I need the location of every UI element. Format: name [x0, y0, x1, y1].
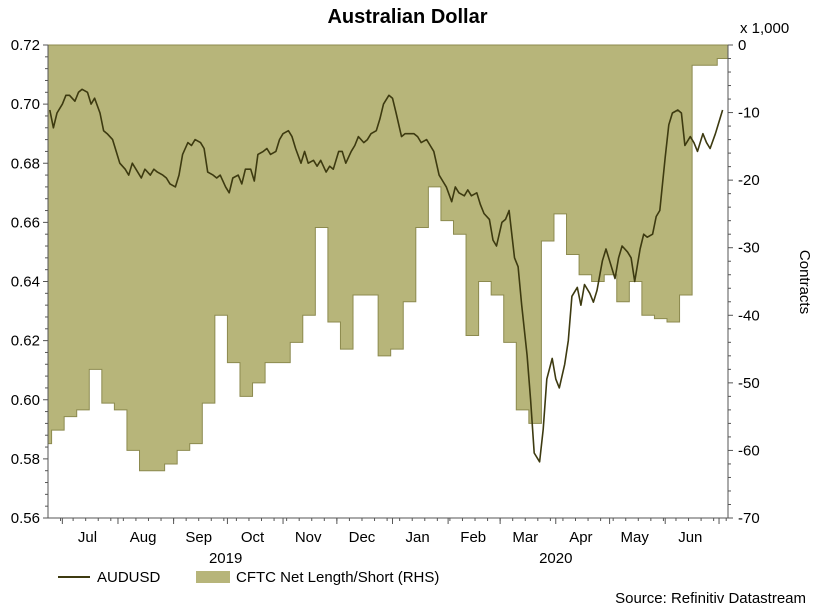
line-layer — [49, 88, 724, 463]
left-tick-label: 0.58 — [11, 451, 40, 468]
month-label: Aug — [130, 529, 157, 546]
month-label: Apr — [569, 529, 592, 546]
left-tick-label: 0.64 — [11, 274, 40, 291]
right-tick-label: -20 — [738, 172, 760, 189]
year-label: 2020 — [539, 550, 572, 567]
legend-area-swatch — [196, 571, 230, 583]
left-tick-label: 0.66 — [11, 214, 40, 231]
month-label: Jul — [78, 529, 97, 546]
month-label: Dec — [349, 529, 376, 546]
month-label: Jun — [678, 529, 702, 546]
right-tick-label: -40 — [738, 307, 760, 324]
left-tick-label: 0.68 — [11, 155, 40, 172]
month-label: Feb — [460, 529, 486, 546]
right-tick-label: -70 — [738, 510, 760, 527]
month-label: Oct — [241, 529, 265, 546]
right-axis-title: Contracts — [796, 250, 813, 314]
month-label: Jan — [406, 529, 430, 546]
month-label: May — [621, 529, 650, 546]
source-label: Source: Refinitiv Datastream — [615, 590, 806, 607]
legend-label-audusd: AUDUSD — [97, 569, 161, 586]
right-tick-label: -50 — [738, 375, 760, 392]
right-tick-label: -60 — [738, 442, 760, 459]
labels-layer: x 1,000 Contracts Source: Refinitiv Data… — [615, 20, 813, 607]
right-tick-label: 0 — [738, 37, 746, 54]
left-tick-label: 0.60 — [11, 392, 40, 409]
left-tick-label: 0.62 — [11, 333, 40, 350]
legend-label-cftc: CFTC Net Length/Short (RHS) — [236, 569, 439, 586]
year-label: 2019 — [209, 550, 242, 567]
axes-layer: 0.56 0.58 0.60 0.62 0.64 0.66 0.68 0.70 0.72 -70 -… — [11, 37, 760, 567]
month-label: Mar — [512, 529, 538, 546]
chart-title: Australian Dollar — [327, 6, 488, 28]
right-axis-unit-label: x 1,000 — [740, 20, 789, 37]
audusd-line — [49, 88, 724, 463]
right-tick-label: -30 — [738, 240, 760, 257]
month-label: Sep — [185, 529, 212, 546]
left-tick-label: 0.70 — [11, 96, 40, 113]
left-tick-label: 0.72 — [11, 37, 40, 54]
cftc-area — [47, 44, 729, 472]
right-tick-label: -10 — [738, 105, 760, 122]
legend: AUDUSD CFTC Net Length/Short (RHS) — [58, 569, 439, 586]
area-layer — [47, 44, 729, 472]
left-tick-label: 0.56 — [11, 510, 40, 527]
month-label: Nov — [295, 529, 322, 546]
